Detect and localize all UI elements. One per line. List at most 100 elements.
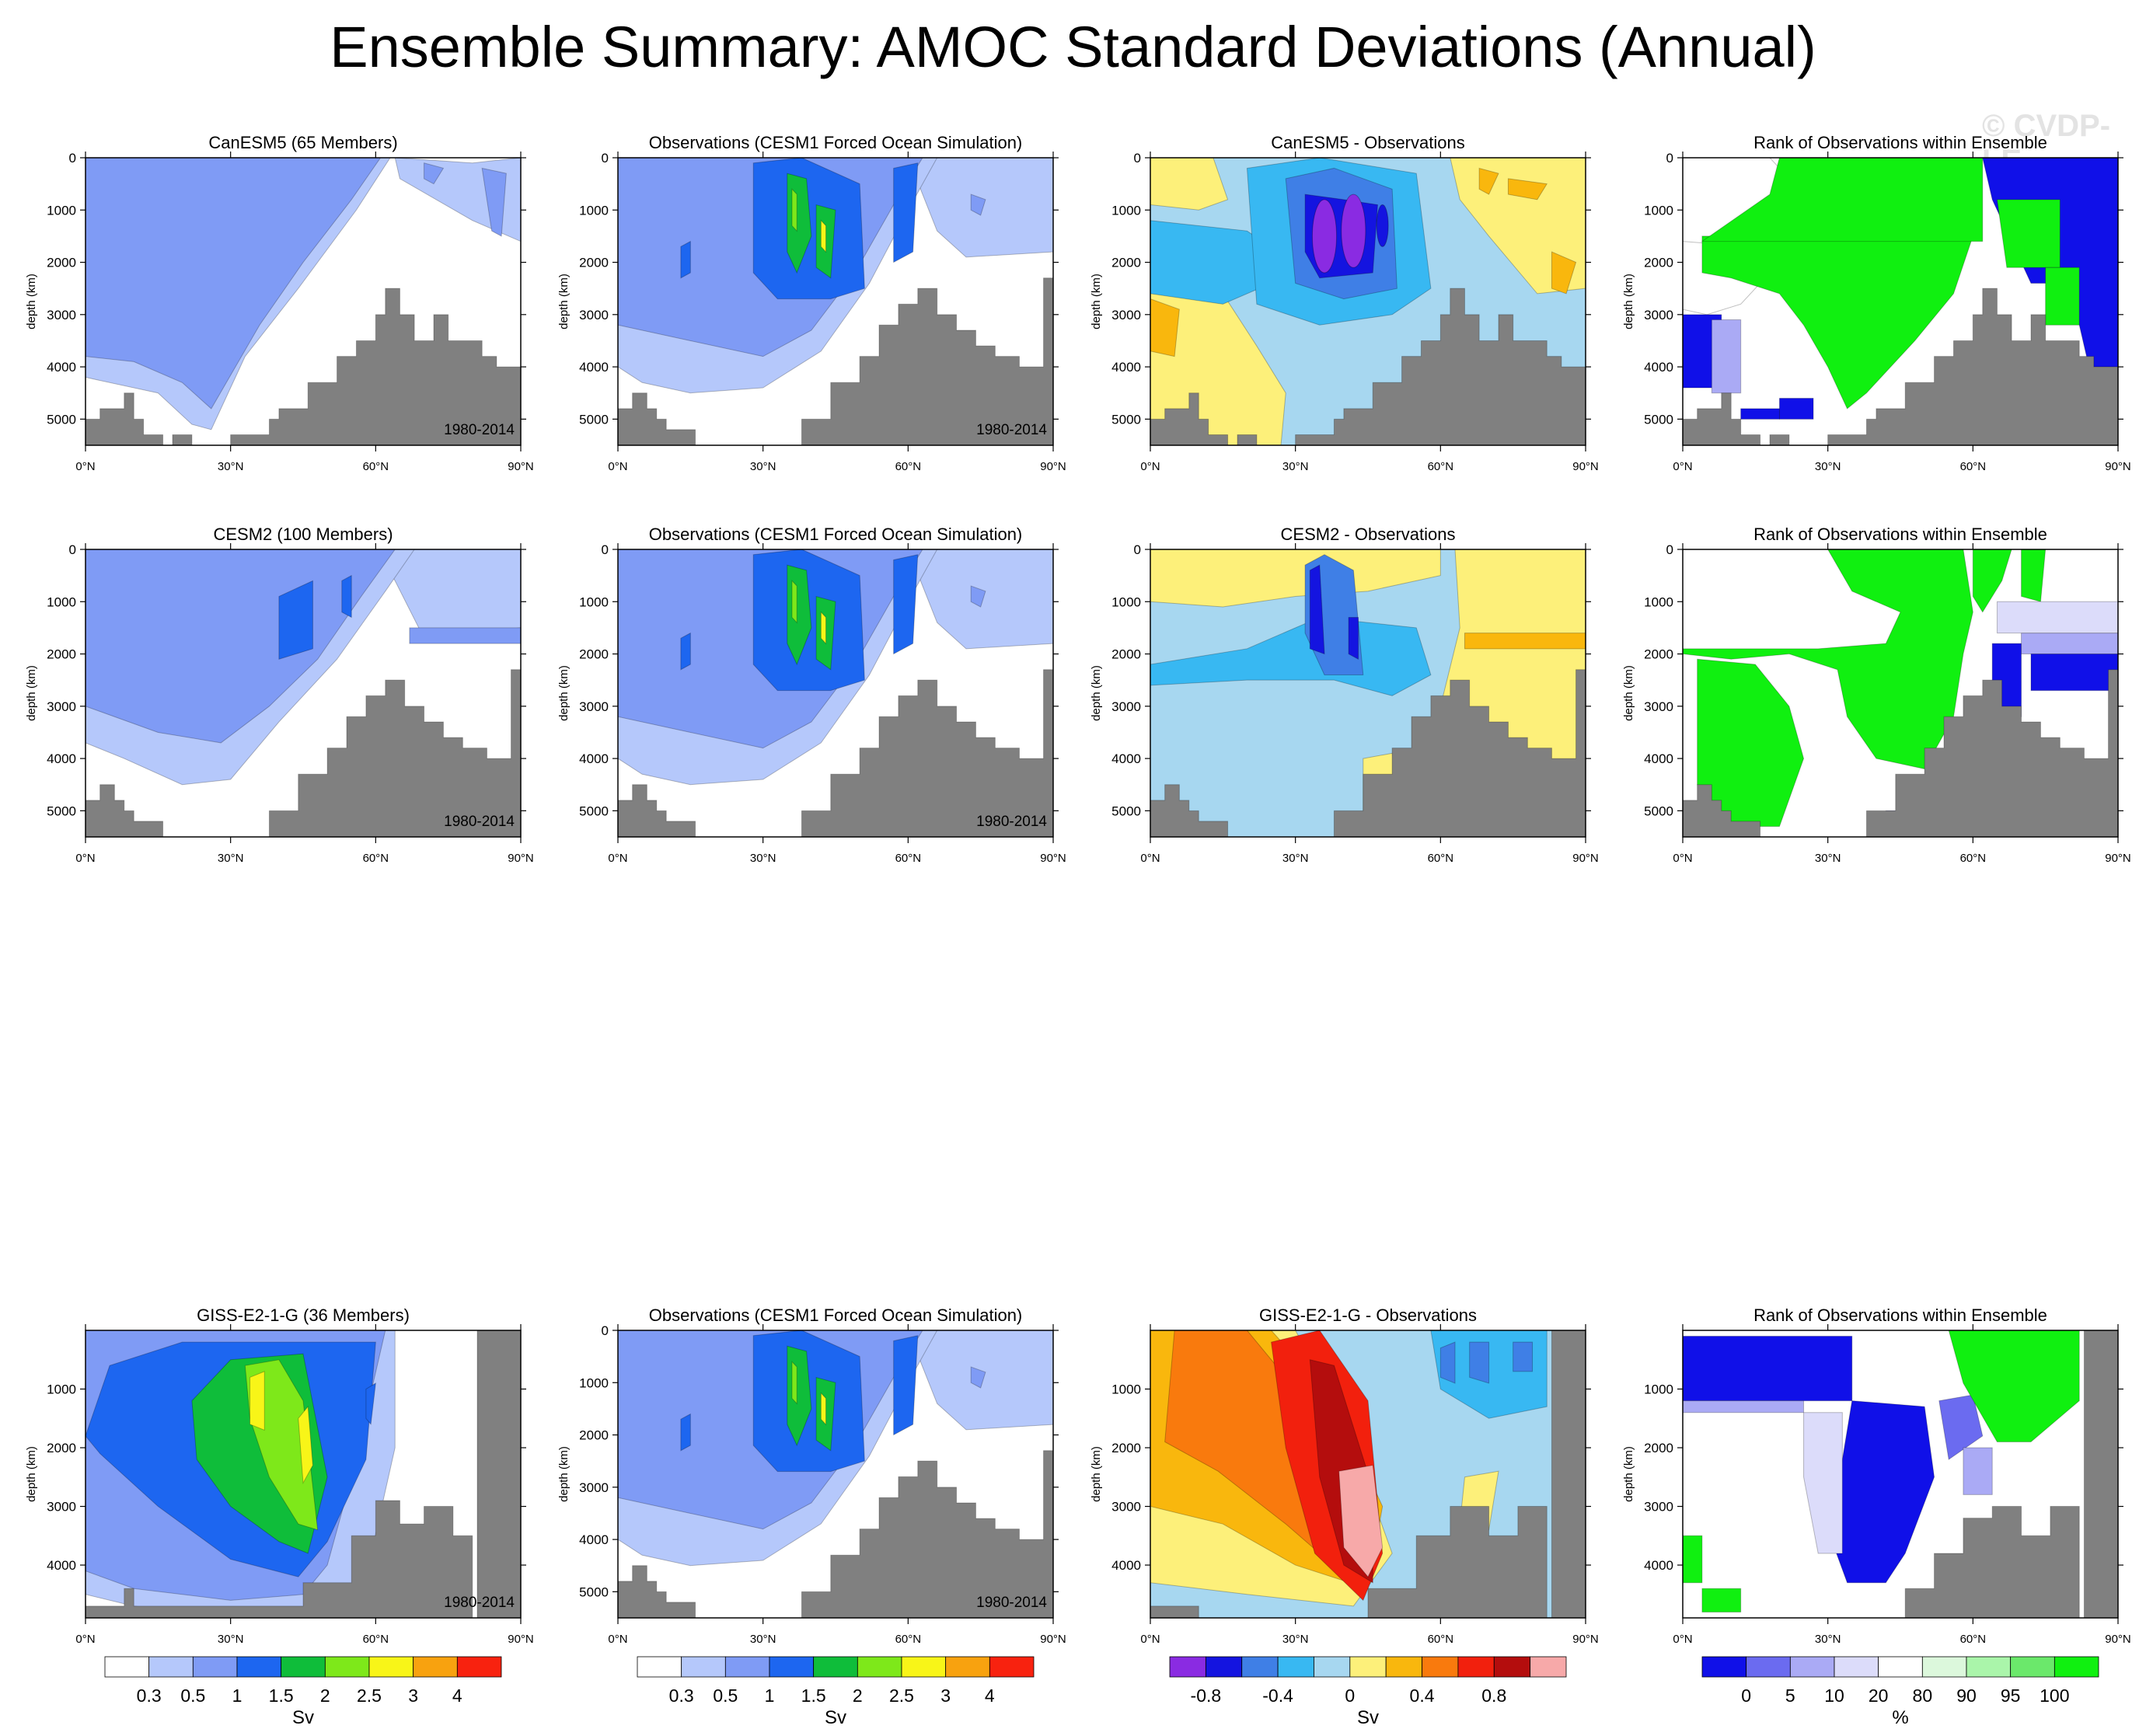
colorbar-unit: Sv bbox=[1357, 1707, 1379, 1728]
y-tick-label: 4000 bbox=[47, 360, 76, 375]
colorbar-label: 0.3 bbox=[669, 1685, 694, 1706]
contour-region bbox=[1948, 1330, 2080, 1442]
x-tick-label: 90°N bbox=[508, 1633, 534, 1646]
x-tick-label: 60°N bbox=[1960, 460, 1987, 473]
colorbar-swatch bbox=[104, 1656, 150, 1678]
colorbar-swatch bbox=[368, 1656, 414, 1678]
y-axis-label: depth (km) bbox=[1622, 274, 1635, 329]
field bbox=[618, 158, 1053, 445]
contour-region bbox=[1778, 397, 1814, 420]
colorbar-label: 2.5 bbox=[357, 1685, 382, 1706]
plot-frame bbox=[617, 157, 1054, 446]
panel-obs-1-1: Observations (CESM1 Forced Ocean Simulat… bbox=[557, 525, 1066, 865]
colorbar-swatch bbox=[1241, 1656, 1279, 1678]
bathymetry bbox=[1551, 1330, 1586, 1618]
colorbar-swatch bbox=[769, 1656, 815, 1678]
y-tick-label: 2000 bbox=[1111, 1441, 1141, 1455]
contour-region bbox=[278, 580, 313, 660]
contour-region bbox=[249, 1371, 265, 1431]
panel-rank-1-3: Rank of Observations within Ensemble 0 100… bbox=[1622, 525, 2131, 865]
contour-region bbox=[680, 1413, 691, 1452]
colorbar-label: 0.8 bbox=[1481, 1685, 1506, 1706]
contour-region bbox=[1309, 564, 1325, 655]
contour-region bbox=[970, 585, 986, 608]
y-tick-label: 4000 bbox=[1111, 1558, 1141, 1573]
y-tick-label: 1000 bbox=[1111, 594, 1141, 609]
panel-diff-0-2: CanESM5 - Observations 0 1000 2000 3000 4000 5… bbox=[1090, 133, 1599, 473]
colorbar-swatch bbox=[1205, 1656, 1243, 1678]
contour-region bbox=[1683, 549, 1973, 770]
panel-gissrank-2-3: Rank of Observations within Ensemble 1000… bbox=[1622, 1305, 2131, 1646]
bathymetry bbox=[2083, 1330, 2118, 1618]
x-tick-label: 0°N bbox=[75, 852, 95, 865]
contour-region bbox=[1701, 235, 1974, 410]
y-tick-label: 5000 bbox=[1644, 412, 1673, 427]
field bbox=[1683, 1330, 2118, 1618]
x-tick-label: 60°N bbox=[363, 460, 389, 473]
colorbar-label: 0.5 bbox=[180, 1685, 205, 1706]
bathymetry bbox=[1150, 669, 1586, 837]
colorbar-label: 2 bbox=[853, 1685, 863, 1706]
field bbox=[85, 549, 521, 837]
y-axis-label: depth (km) bbox=[557, 665, 571, 721]
y-tick-label: 0 bbox=[602, 1323, 609, 1338]
x-tick-label: 30°N bbox=[1815, 852, 1841, 865]
y-tick-label: 1000 bbox=[47, 1382, 76, 1397]
colorbar-swatch bbox=[945, 1656, 990, 1678]
y-axis-label: depth (km) bbox=[25, 1446, 38, 1502]
panel-title: CanESM5 - Observations bbox=[1271, 133, 1464, 152]
colorbar-swatch bbox=[1878, 1656, 1923, 1678]
y-tick-label: 1000 bbox=[579, 203, 609, 218]
contour-region bbox=[1711, 319, 1742, 394]
plot-frame bbox=[1682, 549, 2119, 838]
contour-region bbox=[1376, 204, 1389, 247]
colorbar-swatch bbox=[1277, 1656, 1314, 1678]
colorbar-swatch bbox=[1834, 1656, 1879, 1678]
x-tick-label: 30°N bbox=[218, 852, 244, 865]
y-tick-label: 0 bbox=[69, 542, 76, 557]
y-tick-label: 1000 bbox=[47, 594, 76, 609]
contour-region bbox=[1348, 616, 1359, 661]
x-tick-label: 30°N bbox=[1282, 852, 1309, 865]
period-label: 1980-2014 bbox=[444, 1595, 515, 1611]
colorbar-label: 1.5 bbox=[801, 1685, 826, 1706]
y-tick-label: 0 bbox=[1666, 151, 1673, 166]
x-tick-label: 90°N bbox=[2105, 460, 2131, 473]
colorbar-swatch bbox=[281, 1656, 326, 1678]
y-axis-label: depth (km) bbox=[1090, 1446, 1103, 1502]
y-tick-label: 2000 bbox=[1644, 256, 1673, 270]
bathymetry bbox=[85, 1500, 473, 1618]
y-tick-label: 3000 bbox=[1644, 308, 1673, 322]
contour-region bbox=[85, 158, 382, 410]
y-axis-label: depth (km) bbox=[557, 1446, 571, 1502]
y-tick-label: 3000 bbox=[1644, 699, 1673, 714]
contour-region bbox=[1150, 158, 1229, 211]
panel-title: GISS-E2-1-G (36 Members) bbox=[197, 1305, 410, 1325]
y-tick-label: 5000 bbox=[1111, 412, 1141, 427]
colorbar-swatch bbox=[456, 1656, 502, 1678]
x-tick-label: 30°N bbox=[750, 1633, 776, 1646]
colorbar-0: 0.3 0.5 1 1.5 2 2.5 3 4 Sv bbox=[104, 1656, 502, 1728]
x-tick-label: 90°N bbox=[1572, 460, 1599, 473]
x-tick-label: 90°N bbox=[1572, 1633, 1599, 1646]
y-tick-label: 1000 bbox=[579, 594, 609, 609]
panel-gissdiff-2-2: GISS-E2-1-G - Observations 1000 2000 3000 40… bbox=[1090, 1305, 1599, 1646]
colorbar-label: 1 bbox=[765, 1685, 775, 1706]
x-tick-label: 30°N bbox=[1282, 1633, 1309, 1646]
y-tick-label: 1000 bbox=[1644, 1382, 1673, 1397]
colorbar-1: 0.3 0.5 1 1.5 2 2.5 3 4 Sv bbox=[637, 1656, 1035, 1728]
colorbar-swatch bbox=[1422, 1656, 1459, 1678]
x-tick-label: 90°N bbox=[1040, 852, 1066, 865]
colorbar-unit: Sv bbox=[292, 1707, 314, 1728]
colorbar-swatch bbox=[1493, 1656, 1531, 1678]
x-tick-label: 0°N bbox=[608, 1633, 627, 1646]
x-tick-label: 60°N bbox=[895, 460, 922, 473]
y-tick-label: 2000 bbox=[1644, 647, 1673, 662]
y-axis-label: depth (km) bbox=[25, 665, 38, 721]
x-tick-label: 30°N bbox=[1815, 1633, 1841, 1646]
y-axis-label: depth (km) bbox=[557, 274, 571, 329]
bathymetry bbox=[618, 277, 1053, 445]
y-tick-label: 4000 bbox=[579, 360, 609, 375]
x-tick-label: 0°N bbox=[1673, 460, 1692, 473]
colorbar-swatch bbox=[1701, 1656, 1747, 1678]
